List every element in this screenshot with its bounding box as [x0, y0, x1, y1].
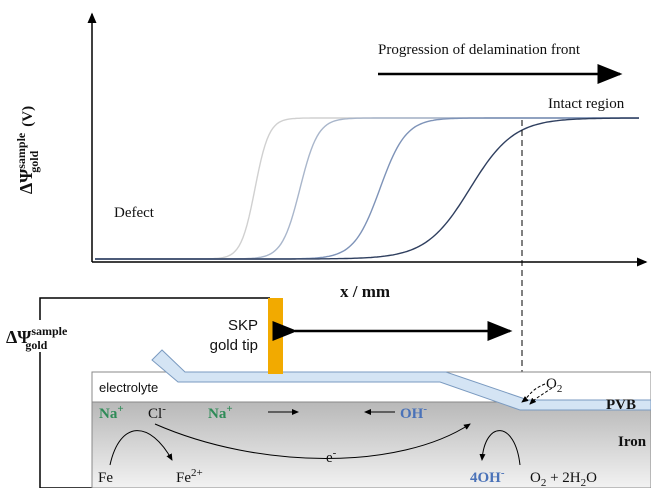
- probe-label: gold tip: [210, 337, 258, 354]
- gold-tip: [268, 298, 283, 374]
- base: Na: [99, 406, 118, 422]
- sup: -: [333, 447, 337, 459]
- symbol: ΔΨ: [16, 169, 36, 194]
- circuit: [39, 297, 270, 488]
- sub: 2: [557, 383, 563, 395]
- sup: +: [226, 403, 232, 415]
- sup: 2+: [191, 467, 203, 479]
- sup: -: [162, 403, 166, 415]
- ion: Na+: [99, 403, 124, 422]
- arrow-label: Progression of delamination front: [378, 42, 581, 58]
- base: e: [326, 450, 333, 466]
- defect-label: Defect: [114, 205, 155, 221]
- base: Cl: [148, 406, 162, 422]
- electron-label: e-: [326, 447, 337, 466]
- symbol: ΔΨ: [6, 327, 31, 347]
- pvb-layer: [151, 349, 651, 411]
- intact-label: Intact region: [548, 96, 625, 112]
- part: O: [530, 470, 541, 486]
- ion: OH-: [400, 403, 427, 422]
- base: Fe: [176, 470, 191, 486]
- iron-layer: [91, 401, 651, 488]
- sub: gold: [25, 338, 47, 352]
- sup: sample: [31, 324, 68, 338]
- unit: (V): [20, 106, 36, 127]
- potential-curve: [95, 117, 639, 260]
- o2-label: O2: [546, 376, 562, 395]
- curves: [95, 117, 639, 260]
- reaction-arrows: [109, 383, 553, 466]
- base: O: [546, 376, 557, 392]
- base: 4OH: [470, 470, 501, 486]
- potential-curve: [95, 117, 639, 260]
- fe2-label: Fe2+: [176, 467, 203, 486]
- potential-curve: [95, 117, 639, 260]
- pvb-label: PVB: [606, 397, 636, 413]
- sub: 2: [581, 477, 587, 488]
- potential-curve: [95, 117, 639, 260]
- reactant-label: O2 + 2H2O: [530, 470, 597, 488]
- sub: 2: [541, 477, 547, 488]
- sub: gold: [27, 150, 41, 172]
- sup: sample: [14, 132, 28, 169]
- y-axis-label: ΔΨsamplegold (V): [14, 106, 41, 194]
- axes: [87, 12, 648, 267]
- iron-label: Iron: [618, 434, 647, 450]
- x-axis-label: x / mm: [340, 282, 390, 301]
- sup: -: [501, 467, 505, 479]
- fe-label: Fe: [98, 470, 113, 486]
- potential-label: ΔΨsample gold: [6, 324, 68, 352]
- electrolyte-label: electrolyte: [99, 380, 158, 395]
- sup: +: [117, 403, 123, 415]
- ion: Cl-: [148, 403, 166, 422]
- part: + 2H: [546, 470, 580, 486]
- ion: Na+: [208, 403, 233, 422]
- base: OH: [400, 406, 424, 422]
- oh4-label: 4OH-: [470, 467, 505, 486]
- base: Na: [208, 406, 227, 422]
- probe-label: SKP: [228, 317, 258, 334]
- sup: -: [423, 403, 427, 415]
- part: O: [586, 470, 597, 486]
